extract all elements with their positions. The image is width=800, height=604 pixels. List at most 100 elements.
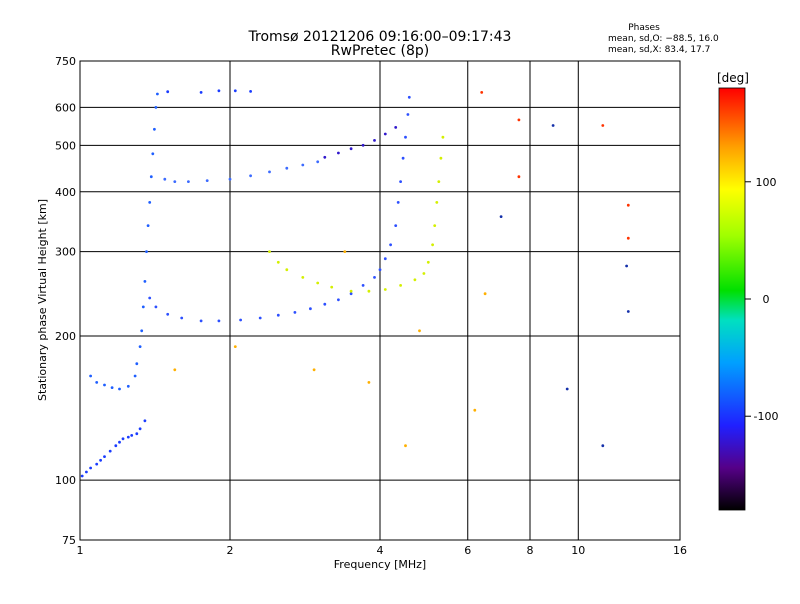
data-point <box>276 260 280 264</box>
data-point <box>473 408 477 412</box>
data-point <box>439 156 443 160</box>
data-point <box>135 432 139 436</box>
data-point <box>166 90 170 94</box>
data-point <box>173 368 177 372</box>
data-point <box>153 127 156 131</box>
data-point <box>126 384 130 388</box>
data-point <box>499 215 503 219</box>
data-point <box>285 166 289 170</box>
data-point <box>601 444 605 448</box>
y-tick-label: 100 <box>55 474 76 487</box>
data-point <box>239 318 243 322</box>
y-tick-label: 400 <box>55 186 76 199</box>
data-point <box>293 311 297 314</box>
data-point <box>399 284 402 287</box>
stats-heading: Phases <box>628 23 660 33</box>
data-point <box>135 362 139 366</box>
data-point <box>205 179 209 183</box>
chart-title: Tromsø 20121206 09:16:00–09:17:43 <box>248 29 512 45</box>
data-point <box>258 316 262 320</box>
data-point <box>373 139 376 142</box>
data-point <box>99 458 102 462</box>
data-point <box>163 177 167 181</box>
data-point <box>199 319 203 323</box>
data-point <box>108 449 112 453</box>
data-point <box>233 345 237 348</box>
data-point <box>118 387 121 391</box>
data-point <box>140 329 144 333</box>
data-point <box>441 135 445 139</box>
data-point <box>378 268 382 272</box>
data-point <box>199 91 203 94</box>
data-point <box>413 278 417 282</box>
data-point <box>103 383 106 387</box>
data-point <box>110 386 114 389</box>
y-tick-label: 200 <box>55 330 76 343</box>
x-tick-label: 1 <box>77 544 84 557</box>
data-point <box>180 316 184 320</box>
data-point <box>394 126 398 129</box>
data-point <box>154 106 158 109</box>
data-point <box>89 466 92 470</box>
data-point <box>551 124 555 127</box>
data-point <box>138 345 142 348</box>
data-point <box>217 89 221 93</box>
data-point <box>233 89 237 93</box>
data-point <box>95 381 99 384</box>
data-point <box>145 250 148 254</box>
data-point <box>133 374 137 378</box>
data-point <box>80 474 84 478</box>
data-point <box>349 147 353 151</box>
data-point <box>285 268 289 272</box>
data-point <box>323 155 327 159</box>
data-point <box>148 201 152 204</box>
colorbar <box>718 87 746 511</box>
data-point <box>404 135 407 139</box>
data-point <box>426 260 430 264</box>
colorbar-tick-label: 100 <box>756 176 777 189</box>
data-point <box>435 201 439 204</box>
data-point <box>151 152 155 156</box>
data-point <box>625 264 628 268</box>
grid-layer <box>80 61 680 540</box>
data-point <box>361 143 365 147</box>
data-point <box>323 302 327 306</box>
data-point <box>517 118 521 122</box>
data-point <box>143 280 147 283</box>
data-point <box>399 180 402 184</box>
data-point <box>626 236 630 240</box>
data-point <box>389 243 392 247</box>
data-point <box>268 250 271 254</box>
data-point <box>367 381 371 384</box>
x-tick-label: 8 <box>527 544 534 557</box>
data-point <box>301 163 305 167</box>
data-point <box>276 313 280 317</box>
data-point <box>383 257 387 261</box>
data-point <box>187 180 190 184</box>
data-point <box>483 292 487 296</box>
chart-subtitle: RwPretec (8p) <box>331 43 429 59</box>
data-point <box>407 95 411 99</box>
data-point <box>166 312 170 316</box>
data-point <box>565 387 569 391</box>
data-point <box>156 92 159 96</box>
data-point <box>148 296 152 300</box>
data-point <box>217 319 221 323</box>
data-point <box>316 281 320 285</box>
data-point <box>367 289 371 293</box>
data-point <box>406 113 410 116</box>
data-point <box>517 175 521 179</box>
data-point <box>383 132 387 136</box>
data-point <box>626 203 630 207</box>
data-point <box>601 124 605 127</box>
x-tick-label: 16 <box>673 544 687 557</box>
data-point <box>130 434 134 437</box>
data-point <box>433 224 437 228</box>
x-tick-label: 4 <box>377 544 384 557</box>
data-point <box>141 305 145 309</box>
y-tick-label: 750 <box>55 55 76 68</box>
stats-line-x: mean, sd,X: 83.4, 17.7 <box>608 45 710 55</box>
data-points <box>80 89 630 478</box>
data-point <box>316 160 320 164</box>
